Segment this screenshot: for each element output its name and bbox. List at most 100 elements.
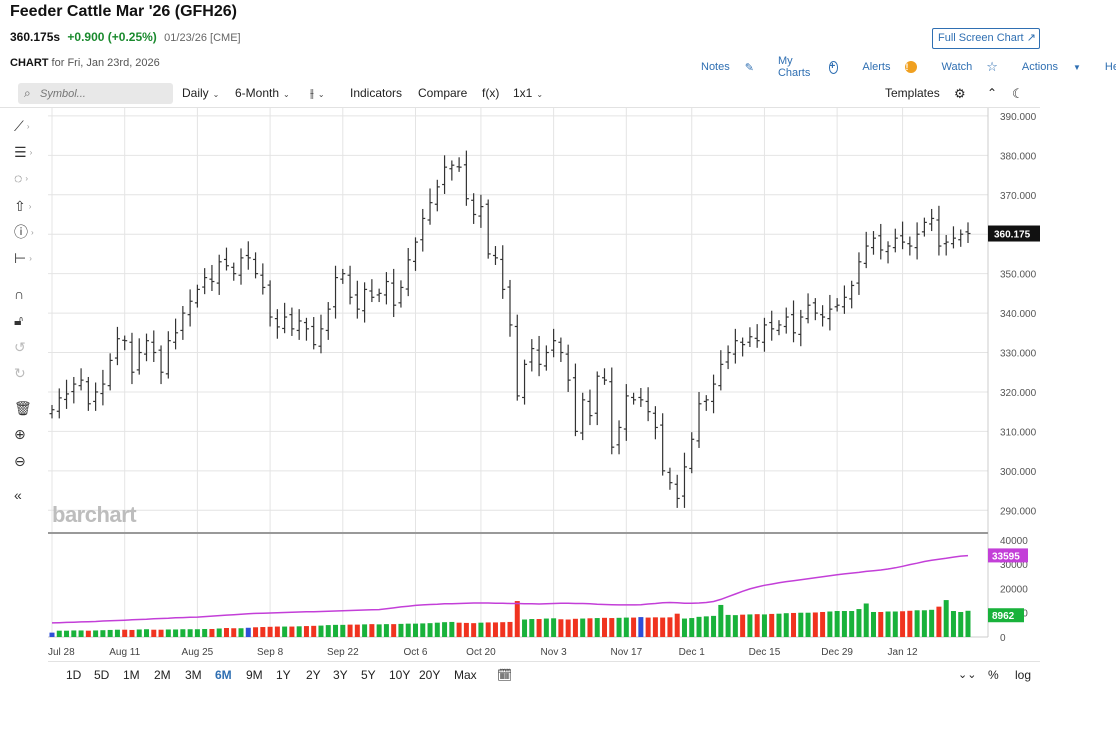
- volume-bar: [391, 624, 397, 637]
- volume-bar: [522, 619, 528, 637]
- range-6m[interactable]: 6M: [215, 668, 232, 682]
- settings-gear-icon[interactable]: ⚙: [954, 86, 966, 101]
- range-9m[interactable]: 9M: [246, 668, 263, 682]
- volume-bar: [711, 615, 717, 637]
- help-link[interactable]: Help?: [1105, 55, 1116, 79]
- last-price-label: 360.175: [994, 230, 1031, 241]
- arrow-tool[interactable]: ⇧ ›: [14, 196, 46, 216]
- percent-toggle[interactable]: %: [988, 668, 999, 682]
- trendline-tool[interactable]: ⟋ ›: [14, 116, 46, 136]
- volume-bar: [551, 618, 557, 637]
- edit-icon: ✎: [744, 61, 754, 74]
- volume-bar: [602, 617, 608, 637]
- undo-button[interactable]: ↺: [14, 337, 46, 357]
- volume-bar: [616, 617, 622, 637]
- ohlc-bar-icon: ⫲: [310, 86, 314, 100]
- undo-icon: ↺: [14, 338, 26, 355]
- range-1m[interactable]: 1M: [123, 668, 140, 682]
- volume-bar: [943, 600, 949, 637]
- volume-bar: [173, 629, 179, 637]
- plus-circle-icon: +: [828, 60, 839, 74]
- volume-bar: [282, 626, 288, 637]
- log-toggle[interactable]: log: [1015, 668, 1032, 682]
- delete-button[interactable]: 🗑︎: [14, 398, 46, 418]
- range-select[interactable]: 6-Month ⌄: [235, 86, 290, 100]
- volume-bar: [907, 610, 913, 637]
- period-select[interactable]: Daily ⌄: [182, 86, 219, 100]
- redo-button[interactable]: ↻: [14, 363, 46, 383]
- volume-bar: [260, 627, 266, 637]
- alerts-link[interactable]: Alerts!: [862, 55, 929, 79]
- range-3y[interactable]: 3Y: [333, 668, 348, 682]
- expand-arrow-icon: ›: [31, 227, 34, 237]
- dark-mode-moon-icon[interactable]: ☾: [1012, 86, 1024, 101]
- volume-bar: [841, 611, 847, 637]
- layout-select[interactable]: 1x1 ⌄: [513, 86, 543, 100]
- range-20y[interactable]: 20Y: [419, 668, 441, 682]
- range-2y[interactable]: 2Y: [306, 668, 321, 682]
- notes-link[interactable]: Notes ✎: [701, 55, 766, 79]
- measure-icon: ⊢: [14, 249, 27, 266]
- volume-tick-label: 0: [1000, 633, 1006, 644]
- range-5d[interactable]: 5D: [94, 668, 110, 682]
- range-10y[interactable]: 10Y: [389, 668, 411, 682]
- calendar-icon[interactable]: 🗓︎: [497, 668, 513, 682]
- volume-bar: [761, 614, 767, 637]
- magnet-tool[interactable]: ∩: [14, 284, 46, 304]
- shape-tool[interactable]: ◌ ›: [14, 168, 46, 188]
- watch-link[interactable]: Watch ☆: [941, 55, 1009, 79]
- zoom-out-button[interactable]: ⊖: [14, 451, 46, 471]
- volume-bar: [311, 625, 317, 637]
- magnet-icon: ∩: [14, 286, 25, 302]
- actions-menu[interactable]: Actions ▼: [1022, 55, 1093, 79]
- range-1y[interactable]: 1Y: [276, 668, 291, 682]
- chart-toolbar: ⌕ Daily⌄ 6-Month⌄ ⫲⌄ Indicators Compare …: [0, 80, 1040, 108]
- zoom-in-button[interactable]: ⊕: [14, 424, 46, 444]
- range-5y[interactable]: 5Y: [361, 668, 376, 682]
- price-tick-label: 290.000: [1000, 506, 1037, 517]
- templates-button[interactable]: Templates: [885, 86, 940, 100]
- bar-type-select[interactable]: ⫲ ⌄: [310, 86, 325, 101]
- my-charts-label: My Charts: [777, 55, 811, 79]
- alerts-label: Alerts: [862, 61, 891, 73]
- measure-tool[interactable]: ⊢ ›: [14, 248, 46, 268]
- volume-bar: [165, 629, 171, 637]
- range-3m[interactable]: 3M: [185, 668, 202, 682]
- fibonacci-tool[interactable]: ☰ ›: [14, 142, 46, 162]
- my-charts-link[interactable]: My Charts +: [778, 55, 850, 79]
- volume-bar: [354, 624, 360, 637]
- volume-bar: [485, 622, 491, 637]
- volume-bar: [187, 629, 193, 637]
- volume-bar: [245, 627, 251, 637]
- collapse-sidebar-button[interactable]: «: [14, 485, 46, 505]
- time-tick-label: Sep 22: [327, 647, 359, 658]
- volume-bar: [463, 622, 469, 637]
- annotation-tool[interactable]: ⓘ ›: [14, 222, 46, 242]
- volume-bar: [362, 624, 368, 637]
- volume-bar: [93, 630, 99, 637]
- volume-bar: [572, 618, 578, 637]
- collapse-up-icon[interactable]: ⌃: [987, 86, 998, 100]
- redo-icon: ↻: [14, 364, 26, 381]
- volume-bar: [180, 629, 186, 637]
- watch-label: Watch: [941, 61, 973, 73]
- compare-button[interactable]: Compare: [418, 86, 468, 100]
- lock-tool[interactable]: 🔓︎: [14, 310, 46, 330]
- barchart-logo: barchart: [52, 502, 137, 527]
- range-2m[interactable]: 2M: [154, 668, 171, 682]
- price-tick-label: 310.000: [1000, 427, 1037, 438]
- full-screen-chart-button[interactable]: Full Screen Chart ↗: [932, 28, 1040, 49]
- volume-bar: [216, 628, 222, 637]
- symbol-search-input[interactable]: [18, 83, 173, 104]
- range-1d[interactable]: 1D: [66, 668, 82, 682]
- volume-bar: [231, 628, 237, 637]
- top-links: Notes ✎ My Charts + Alerts! Watch ☆ Actions…: [701, 55, 1116, 79]
- trash-icon: 🗑︎: [14, 399, 32, 416]
- price-tick-label: 380.000: [1000, 151, 1037, 162]
- volume-bar: [667, 617, 673, 637]
- double-chevron-down-icon[interactable]: ⌄⌄: [958, 669, 977, 681]
- fx-button[interactable]: f(x): [482, 86, 500, 100]
- indicators-button[interactable]: Indicators: [350, 86, 403, 100]
- volume-bar: [776, 613, 782, 637]
- range-max[interactable]: Max: [454, 668, 477, 682]
